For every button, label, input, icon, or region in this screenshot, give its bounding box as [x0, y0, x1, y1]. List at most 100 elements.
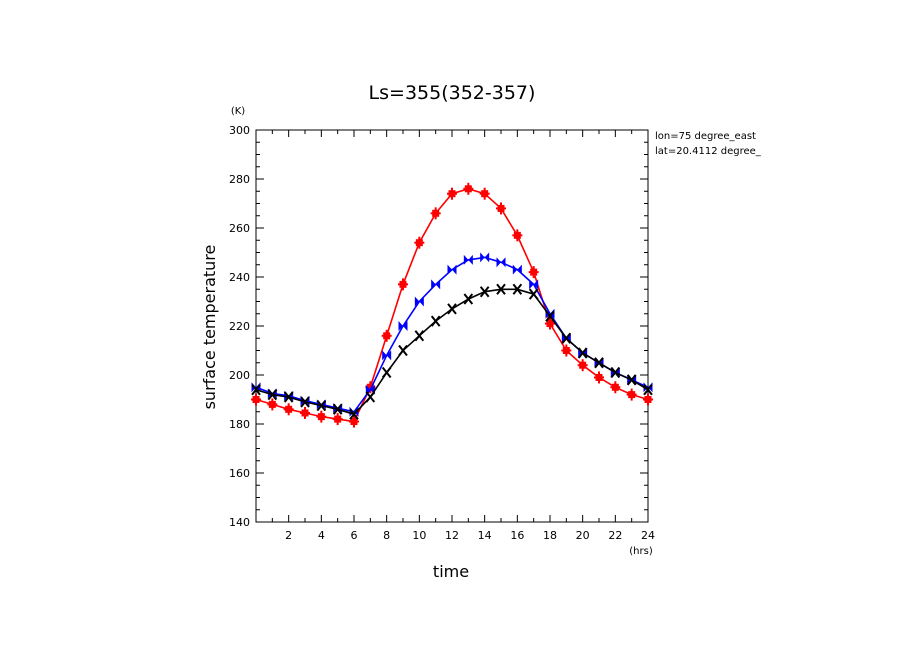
data-point-stroke-b — [300, 396, 310, 408]
annotation-lon: lon=75 degree_east — [655, 131, 756, 142]
data-point — [479, 286, 490, 298]
data-point-stroke-b — [512, 283, 523, 295]
x-tick-label: 12 — [445, 529, 459, 542]
y-tick-label: 240 — [229, 271, 250, 284]
data-point — [610, 366, 621, 379]
data-point — [365, 384, 375, 395]
data-point-bowtie — [480, 252, 490, 263]
x-tick-label: 2 — [285, 529, 292, 542]
data-point — [381, 366, 392, 379]
data-point — [512, 229, 523, 242]
data-point-stroke-b — [594, 357, 604, 369]
data-point-bowtie — [463, 254, 473, 265]
y-axis-title: surface temperature — [200, 245, 219, 410]
y-tick-label: 180 — [229, 418, 250, 431]
data-point — [463, 293, 474, 305]
data-point-stroke-b — [626, 374, 637, 386]
data-point — [267, 398, 278, 411]
data-point-stroke-b — [577, 347, 588, 359]
data-point — [561, 344, 572, 357]
y-tick-label: 140 — [229, 516, 250, 529]
data-point — [594, 371, 604, 384]
y-tick-label: 280 — [229, 173, 250, 186]
y-unit-label: (K) — [231, 106, 245, 117]
data-point — [643, 384, 653, 396]
x-tick-label: 22 — [608, 529, 622, 542]
data-point — [365, 391, 376, 403]
data-point — [496, 202, 506, 215]
data-point-bowtie — [431, 279, 441, 290]
x-axis-title: time — [433, 562, 469, 581]
data-point-stroke-b — [283, 391, 294, 403]
data-point — [398, 344, 408, 357]
data-point-bowtie — [414, 296, 424, 307]
x-tick-label: 18 — [543, 529, 557, 542]
data-point-bowtie — [512, 264, 522, 275]
data-point-bowtie — [545, 308, 555, 319]
data-point — [349, 415, 359, 428]
data-point — [463, 254, 473, 265]
data-point — [545, 310, 555, 322]
data-point — [283, 403, 294, 416]
data-point-bowtie — [496, 257, 506, 268]
data-point — [300, 406, 310, 419]
data-point — [610, 381, 621, 394]
data-point — [300, 396, 310, 408]
data-point — [267, 388, 278, 401]
data-point — [545, 317, 555, 330]
x-tick-label: 16 — [510, 529, 524, 542]
x-tick-label: 8 — [383, 529, 390, 542]
data-point-stroke-b — [643, 384, 653, 396]
data-point — [643, 382, 653, 393]
data-point — [643, 393, 653, 406]
data-point — [414, 296, 424, 307]
data-point-bowtie — [365, 384, 375, 395]
x-tick-label: 20 — [576, 529, 590, 542]
x-tick-label: 24 — [641, 529, 655, 542]
data-point-bowtie — [447, 264, 457, 275]
data-point — [594, 357, 604, 369]
data-point — [414, 236, 425, 249]
data-point — [431, 279, 441, 290]
data-point — [577, 347, 588, 359]
x-tick-label: 14 — [478, 529, 492, 542]
data-point-stroke-b — [349, 408, 359, 420]
y-tick-label: 300 — [229, 124, 250, 137]
annotation-lat: lat=20.4112 degree_ — [655, 146, 762, 157]
series-group — [251, 182, 653, 428]
data-point — [398, 321, 408, 331]
data-point — [283, 391, 294, 403]
data-point — [561, 332, 572, 344]
data-point-stroke-b — [610, 366, 621, 379]
data-point — [414, 330, 425, 342]
data-point-stroke-b — [251, 384, 261, 396]
data-point — [251, 393, 261, 406]
data-point — [463, 182, 474, 195]
data-point-stroke-b — [267, 388, 278, 401]
data-point-bowtie — [643, 382, 653, 393]
data-point — [332, 403, 343, 415]
data-point-stroke-b — [561, 332, 572, 344]
data-point-bowtie — [529, 279, 539, 290]
chart-text-group: Ls=355(352-357) time surface temperature… — [200, 82, 762, 581]
x-tick-label: 10 — [412, 529, 426, 542]
y-tick-label: 200 — [229, 369, 250, 382]
data-point — [447, 187, 457, 200]
y-tick-label: 260 — [229, 222, 250, 235]
data-point — [479, 187, 490, 200]
data-point-stroke-b — [496, 283, 506, 295]
data-point — [545, 308, 555, 319]
data-point-stroke-b — [479, 286, 490, 298]
data-point-stroke-b — [332, 403, 343, 415]
data-point — [529, 279, 539, 290]
data-point-stroke-b — [414, 330, 425, 342]
data-point — [577, 359, 588, 372]
x-tick-label: 4 — [318, 529, 325, 542]
data-point — [528, 288, 539, 300]
data-point-stroke-b — [447, 303, 457, 315]
x-unit-label: (hrs) — [629, 546, 653, 557]
data-point-stroke-b — [545, 310, 555, 322]
data-point-stroke-b — [316, 400, 327, 412]
